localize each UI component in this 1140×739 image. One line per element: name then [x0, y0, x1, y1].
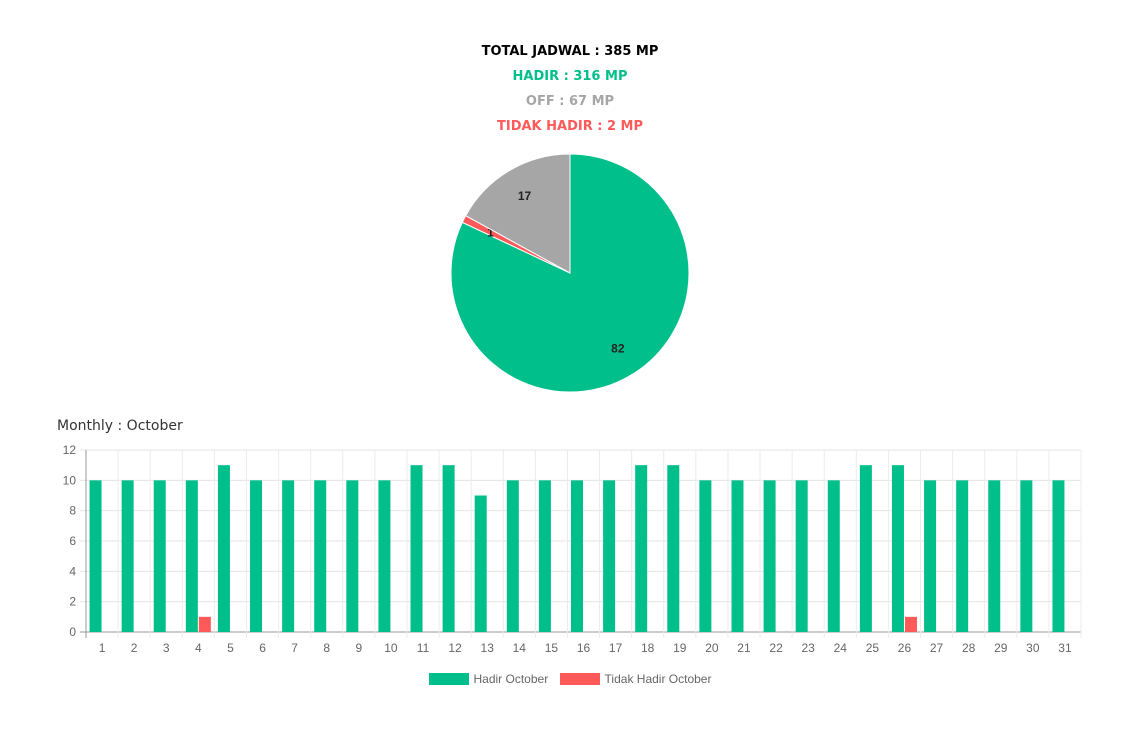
y-tick-label-4: 8 [69, 504, 76, 518]
x-tick-label-7: 8 [323, 641, 330, 655]
bar-hadir-16[interactable] [571, 480, 583, 632]
x-tick-label-0: 1 [99, 641, 106, 655]
bar-hadir-4[interactable] [185, 480, 198, 632]
bar-hadir-27[interactable] [924, 480, 937, 632]
bar-hadir-23[interactable] [795, 480, 808, 632]
x-tick-label-9: 10 [384, 641, 398, 655]
legend-item-hadir[interactable]: Hadir October [428, 671, 549, 687]
x-tick-label-15: 16 [577, 641, 591, 655]
legend-swatch-hadir [428, 673, 469, 686]
bar-hadir-28[interactable] [956, 480, 969, 632]
pie-slice-0[interactable] [450, 153, 690, 393]
bar-hadir-17[interactable] [603, 480, 616, 632]
legend-label-hadir: Hadir October [473, 672, 549, 687]
x-tick-label-28: 29 [994, 641, 1008, 655]
bar-hadir-22[interactable] [763, 480, 776, 632]
legend-swatch-tidak-hadir [559, 673, 600, 686]
bar-hadir-6[interactable] [250, 480, 263, 632]
x-tick-label-30: 31 [1058, 641, 1072, 655]
bar-hadir-13[interactable] [474, 495, 487, 633]
bar-hadir-11[interactable] [410, 465, 423, 632]
y-tick-label-0: 0 [69, 625, 76, 639]
x-tick-label-8: 9 [355, 641, 362, 655]
x-tick-label-13: 14 [513, 641, 527, 655]
y-tick-label-5: 10 [63, 473, 77, 487]
bar-tidak-hadir-4[interactable] [198, 616, 211, 632]
summary-tidak-hadir: TIDAK HADIR : 2 MP [496, 119, 644, 134]
x-tick-label-26: 27 [930, 641, 944, 655]
bar-tidak-hadir-26[interactable] [904, 616, 917, 632]
pie-slice-label-0: 82 [611, 341, 625, 355]
bar-hadir-9[interactable] [346, 480, 359, 632]
bar-hadir-30[interactable] [1020, 480, 1033, 632]
bar-hadir-3[interactable] [153, 480, 166, 632]
legend-label-tidak-hadir: Tidak Hadir October [604, 672, 712, 687]
bar-hadir-2[interactable] [121, 480, 134, 632]
bar-hadir-25[interactable] [859, 465, 872, 632]
bar-hadir-14[interactable] [506, 480, 519, 632]
x-tick-label-24: 25 [866, 641, 880, 655]
y-tick-label-2: 4 [69, 564, 76, 578]
y-tick-label-1: 2 [69, 595, 76, 609]
bar-hadir-10[interactable] [378, 480, 391, 632]
x-tick-label-29: 30 [1026, 641, 1040, 655]
x-tick-label-25: 26 [898, 641, 912, 655]
bar-hadir-19[interactable] [667, 465, 680, 632]
x-tick-label-2: 3 [163, 641, 170, 655]
pie-slice-label-1: 1 [487, 225, 494, 239]
x-tick-label-1: 2 [131, 641, 138, 655]
legend-item-tidak-hadir[interactable]: Tidak Hadir October [559, 671, 712, 687]
bar-hadir-12[interactable] [442, 465, 455, 632]
bar-hadir-15[interactable] [538, 480, 551, 632]
x-tick-label-16: 17 [609, 641, 623, 655]
x-tick-label-21: 22 [769, 641, 783, 655]
x-tick-label-27: 28 [962, 641, 976, 655]
summary-off: OFF : 67 MP [525, 94, 615, 109]
y-tick-label-6: 12 [63, 443, 77, 457]
pie-slice-label-2: 17 [518, 189, 532, 203]
y-tick-label-3: 6 [69, 534, 76, 548]
x-tick-label-3: 4 [195, 641, 202, 655]
pie-chart: 82 1 17 [450, 153, 690, 393]
bar-hadir-29[interactable] [988, 480, 1001, 632]
x-tick-label-10: 11 [417, 641, 430, 655]
bar-hadir-26[interactable] [891, 465, 904, 632]
x-tick-label-23: 24 [834, 641, 848, 655]
x-tick-label-19: 20 [705, 641, 719, 655]
bar-hadir-24[interactable] [827, 480, 840, 632]
pie-slice-2[interactable] [465, 153, 571, 274]
bar-hadir-8[interactable] [314, 480, 327, 632]
monthly-title: Monthly : October [57, 418, 183, 434]
bar-hadir-31[interactable] [1052, 480, 1065, 632]
bar-hadir-18[interactable] [635, 465, 648, 632]
x-tick-label-5: 6 [259, 641, 266, 655]
summary-total: TOTAL JADWAL : 385 MP [481, 44, 659, 59]
summary-hadir: HADIR : 316 MP [512, 69, 628, 84]
chart-legend: Hadir October Tidak Hadir October [0, 671, 1140, 686]
x-tick-label-22: 23 [801, 641, 815, 655]
bar-hadir-7[interactable] [282, 480, 295, 632]
x-tick-label-14: 15 [545, 641, 559, 655]
x-tick-label-4: 5 [227, 641, 234, 655]
x-tick-label-12: 13 [481, 641, 495, 655]
x-tick-label-17: 18 [641, 641, 655, 655]
x-tick-label-20: 21 [737, 641, 751, 655]
bar-hadir-1[interactable] [89, 480, 102, 632]
x-tick-label-6: 7 [291, 641, 298, 655]
bar-hadir-20[interactable] [699, 480, 712, 632]
x-tick-label-11: 12 [448, 641, 462, 655]
bar-hadir-5[interactable] [217, 465, 230, 632]
x-tick-label-18: 19 [673, 641, 687, 655]
bar-hadir-21[interactable] [731, 480, 744, 632]
